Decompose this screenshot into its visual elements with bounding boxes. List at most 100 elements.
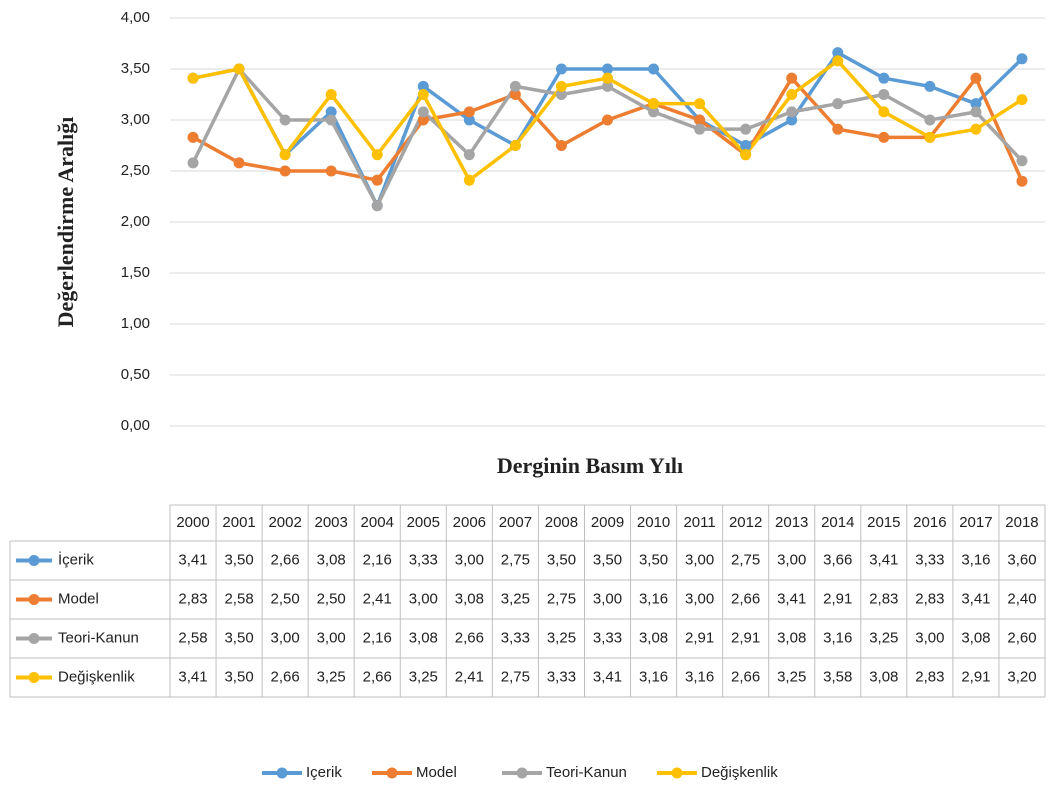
x-tick-label: 2011 [683,514,715,531]
point [832,123,844,135]
table-cell: 2,66 [363,668,392,685]
table-cell: 3,41 [178,551,207,568]
table-cell: 2,83 [178,590,207,607]
table-cell: 2,66 [271,551,300,568]
point [694,114,706,126]
table-cell: 3,16 [961,551,990,568]
point [509,80,521,92]
y-tick-label: 2,50 [121,162,150,179]
point [325,106,337,118]
point [924,114,936,126]
point [509,140,521,151]
point [555,140,567,151]
point [463,174,475,186]
table-cell: 3,33 [547,668,576,685]
legend-label: Model [416,764,457,781]
point [694,123,706,135]
table-cell: 2,66 [271,668,300,685]
point [1016,175,1028,187]
point [371,200,383,212]
point [786,114,798,126]
table-cell: 3,00 [455,551,484,568]
point [187,72,199,84]
table-cell: 2,40 [1007,590,1036,607]
point [832,47,844,59]
point [740,149,752,161]
point [786,72,798,84]
table-cell: 3,25 [501,590,530,607]
table-cell: 3,33 [593,629,622,646]
table-cell: 2,91 [961,668,990,685]
table-cell: 2,75 [501,551,530,568]
point [786,89,798,100]
table-cell: 2,83 [915,590,944,607]
x-tick-label: 2015 [867,514,900,531]
y-tick-label: 2,00 [121,213,150,230]
table-cell: 2,66 [731,590,760,607]
point [970,123,982,135]
table-cell: 2,60 [1007,629,1036,646]
y-tick-label: 1,50 [121,264,150,281]
point [417,114,429,126]
table-row-label: Değişkenlik [58,668,135,685]
point [970,106,982,118]
point [1016,53,1028,65]
point [325,89,337,100]
table-cell: 2,83 [869,590,898,607]
point [878,89,890,100]
table-cell: 2,75 [731,551,760,568]
x-tick-label: 2000 [176,514,209,531]
point [509,89,521,100]
x-tick-label: 2014 [821,514,854,531]
table-cell: 3,41 [869,551,898,568]
table-cell: 2,50 [317,590,346,607]
table-cell: 3,41 [178,668,207,685]
point [463,149,475,161]
point [740,140,752,151]
legend-key-dot [671,767,683,779]
table-cell: 3,00 [685,551,714,568]
table-key-dot [28,633,40,644]
point [694,98,706,110]
table-cell: 3,16 [639,668,668,685]
table-cell: 3,25 [547,629,576,646]
x-tick-label: 2007 [499,514,532,531]
point [648,106,660,118]
table-cell: 2,83 [915,668,944,685]
point [233,63,245,75]
table-cell: 3,16 [823,629,852,646]
point [878,131,890,143]
table-row-label: İçerik [58,550,94,568]
x-tick-label: 2006 [453,514,486,531]
table-cell: 3,00 [777,551,806,568]
y-tick-label: 4,00 [121,9,150,26]
point [924,80,936,92]
point [970,72,982,84]
point [602,80,613,92]
point [1016,94,1028,106]
table-cell: 3,08 [961,629,990,646]
table-cell: 3,41 [961,590,990,607]
point [878,106,890,118]
point [555,63,567,75]
x-tick-label: 2009 [591,514,624,531]
table-cell: 2,91 [685,629,714,646]
point [786,106,798,118]
table-cell: 3,25 [777,668,806,685]
point [1016,155,1028,167]
series-line [192,76,1024,182]
point [187,131,199,143]
table-cell: 2,41 [455,668,484,685]
point [417,80,429,92]
point [417,106,429,118]
point [371,174,383,186]
point [970,98,982,110]
table-cell: 3,50 [593,551,622,568]
table-cell: 3,00 [409,590,438,607]
point [325,114,337,126]
table-key-dot [28,594,40,605]
x-tick-label: 2003 [314,514,347,531]
table-cell: 2,66 [731,668,760,685]
table-cell: 2,91 [731,629,760,646]
table-cell: 3,50 [224,551,253,568]
